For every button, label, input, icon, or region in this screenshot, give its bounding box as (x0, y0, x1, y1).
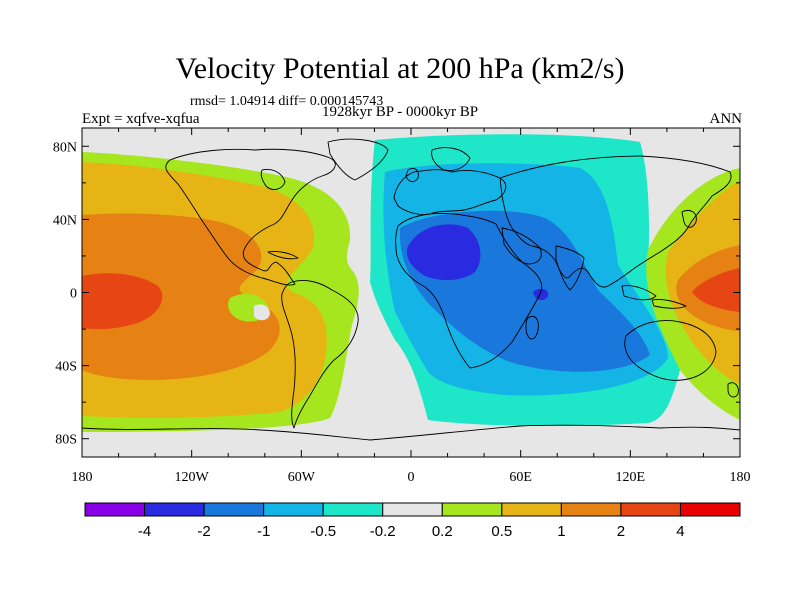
contour-positive-2-east (692, 268, 740, 312)
y-tick-label: 80N (53, 140, 77, 155)
contour-negative-2-small (533, 288, 549, 301)
coastline-north-america (165, 148, 336, 286)
colorbar-label: 4 (676, 523, 684, 540)
coastline-asia (499, 155, 732, 288)
coastline-india (555, 245, 585, 291)
time-range-label: 1928kyr BP - 0000kyr BP (322, 104, 479, 120)
contour-positive-1-west (82, 213, 280, 380)
colorbar-label: 0.5 (491, 523, 512, 540)
x-tick-label: 120E (616, 470, 646, 485)
coastline-new-zealand (727, 382, 739, 398)
coastline-cuba (267, 251, 299, 260)
contour-fills (82, 128, 740, 457)
colorbar-swatch (620, 502, 681, 517)
y-tick-label: 0 (70, 287, 77, 302)
colorbar-swatch (203, 502, 265, 517)
coastline-arabia (501, 227, 542, 265)
coastline-antarctica (82, 424, 740, 441)
experiment-label: Expt = xqfve-xqfua (82, 111, 200, 127)
axis-ticks (81, 128, 741, 457)
x-tick-label: 60E (509, 470, 532, 485)
y-tick-label: 40N (53, 213, 77, 228)
colorbar-label: 2 (617, 523, 625, 540)
map-title: Velocity Potential at 200 hPa (km2/s) (175, 52, 625, 85)
contour-negative-2 (406, 224, 481, 281)
colorbar-label: -2 (197, 523, 210, 540)
coastline-south-america (281, 279, 359, 429)
coastline-uk (405, 167, 419, 183)
x-tick-label: 180 (72, 470, 93, 485)
colorbar (84, 502, 741, 517)
colorbar-swatch (441, 502, 503, 517)
coastline-australia (624, 320, 717, 381)
x-tick-label: 180 (730, 470, 751, 485)
coastline-indonesia (621, 285, 687, 309)
colorbar-label: -4 (138, 523, 151, 540)
coastlines (82, 138, 740, 441)
colorbar-label: -0.2 (370, 523, 396, 540)
axis-tick-labels: 180 120W 60W 0 60E 120E 180 80N 40N 0 40S 80S (53, 140, 751, 485)
coastline-greenland (327, 138, 389, 181)
x-tick-label: 60W (288, 470, 316, 485)
x-tick-label: 120W (175, 470, 210, 485)
colorbar-labels: -4 -2 -1 -0.5 -0.2 0.2 0.5 1 2 4 (138, 523, 685, 540)
colorbar-swatch (679, 502, 741, 517)
colorbar-swatch (263, 502, 324, 517)
colorbar-swatch (382, 502, 443, 517)
colorbar-label: -0.5 (310, 523, 336, 540)
colorbar-swatch (501, 502, 562, 517)
y-tick-label: 80S (55, 433, 77, 448)
colorbar-label: 0.2 (432, 523, 453, 540)
contour-small-gray-patch (254, 304, 270, 321)
colorbar-swatch (144, 502, 205, 517)
coastline-japan (681, 210, 697, 228)
contour-positive-2-west (82, 273, 163, 330)
coastline-africa (395, 213, 543, 369)
y-tick-label: 40S (55, 360, 77, 375)
coastline-hudson-bay (260, 169, 286, 190)
colorbar-label: -1 (257, 523, 270, 540)
colorbar-swatch (322, 502, 384, 517)
x-tick-label: 0 (408, 470, 415, 485)
coastline-scandinavia (431, 147, 471, 171)
rmsd-diff-subtitle: rmsd= 1.04914 diff= 0.000145743 (190, 94, 384, 109)
colorbar-label: 1 (557, 523, 565, 540)
colorbar-swatch (84, 502, 146, 517)
colorbar-swatch (560, 502, 622, 517)
season-label: ANN (709, 111, 743, 127)
coastline-madagascar (525, 316, 539, 340)
